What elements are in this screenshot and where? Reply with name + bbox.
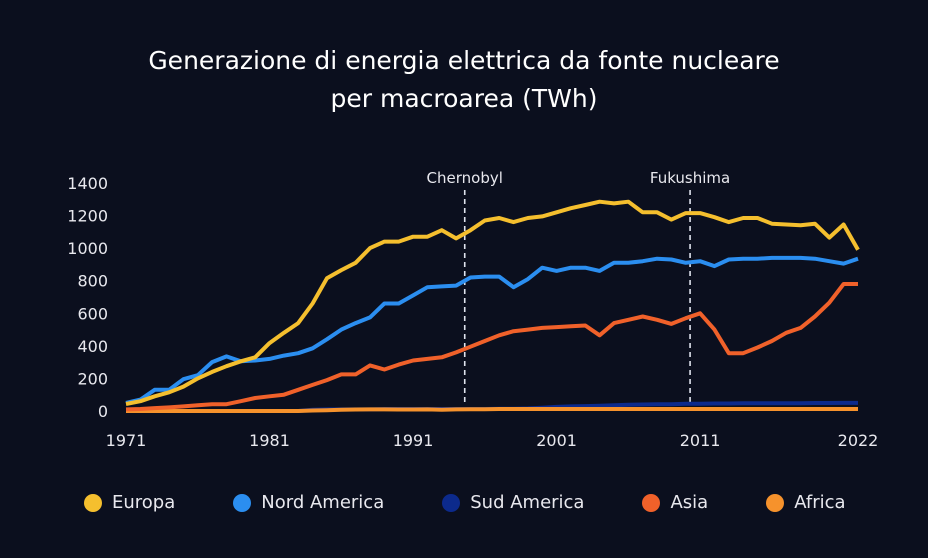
series-line-nord-america (125, 255, 859, 405)
y-tick-label: 400 (77, 337, 108, 356)
legend-label: Africa (794, 492, 846, 513)
chart-title-line-2: per macroarea (TWh) (330, 84, 598, 113)
x-tick-label: 1971 (106, 431, 147, 450)
legend-dot-icon (766, 493, 785, 512)
legend-dot-icon (442, 493, 461, 512)
x-tick-label: 1981 (249, 431, 290, 450)
legend-label: Nord America (261, 492, 385, 513)
y-tick-label: 1000 (67, 239, 108, 258)
legend-dot-icon (642, 493, 661, 512)
y-tick-label: 600 (77, 304, 108, 323)
legend-dot-icon (233, 493, 252, 512)
x-tick-label: 2022 (838, 431, 879, 450)
chart-title-line-1: Generazione di energia elettrica da font… (148, 46, 780, 75)
legend-item: Asia (642, 492, 708, 513)
x-tick-label: 1991 (393, 431, 434, 450)
legend-dot-icon (84, 493, 102, 512)
series-line-asia (125, 282, 858, 412)
legend-item: Sud America (442, 492, 584, 513)
y-tick-label: 1200 (67, 207, 108, 226)
y-tick-label: 800 (77, 272, 108, 291)
x-tick-label: 2011 (680, 431, 721, 450)
chart-title: Generazione di energia elettrica da font… (0, 42, 928, 118)
legend-item: Africa (766, 492, 846, 513)
event-label: Chernobyl (427, 169, 503, 187)
x-tick-label: 2001 (536, 431, 577, 450)
y-tick-label: 0 (98, 402, 108, 421)
legend-label: Sud America (470, 492, 585, 513)
y-tick-label: 200 (77, 369, 108, 388)
series-line-africa (126, 407, 858, 413)
series-line-europa (125, 199, 860, 406)
legend-label: Europa (112, 492, 176, 513)
y-tick-label: 1400 (67, 174, 108, 193)
legend-item: Europa (84, 492, 175, 513)
legend-label: Asia (670, 492, 709, 513)
legend-item: Nord America (233, 492, 384, 513)
event-label: Fukushima (650, 169, 730, 187)
legend: Europa Nord America Sud America Asia Africa (84, 492, 904, 513)
